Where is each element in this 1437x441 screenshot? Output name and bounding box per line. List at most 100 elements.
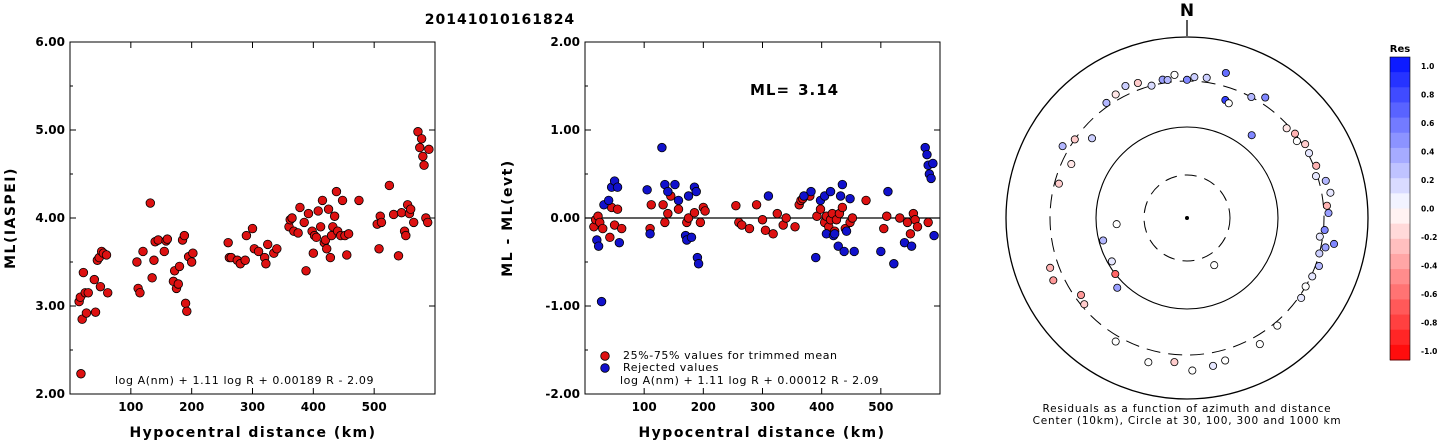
polar-caption-1: Residuals as a function of azimuth and d…: [1043, 403, 1332, 415]
data-point-b: [691, 186, 701, 197]
panel-1-xlabel: Hypocentral distance (km): [129, 425, 376, 441]
polar-point: [1315, 262, 1324, 271]
data-point-b: [811, 252, 821, 263]
polar-point: [1297, 293, 1306, 302]
colorbar-swatch: [1390, 284, 1410, 300]
colorbar-swatch: [1390, 193, 1410, 209]
data-point-b: [829, 229, 840, 239]
data-point-b: [645, 229, 655, 239]
polar-point: [1170, 358, 1179, 367]
data-point-a: [376, 217, 387, 228]
panel-2-ticks: 100 200 300 400 500 -2.00 -1.00 0.00 1.00 2.00: [545, 35, 940, 414]
data-point-a: [757, 215, 768, 225]
data-point-b: [683, 191, 694, 201]
data-point-a: [415, 142, 425, 153]
y-tick-label: -2.00: [545, 387, 580, 401]
data-point-a: [147, 273, 157, 283]
data-point-a: [308, 248, 319, 258]
data-point-a: [295, 202, 305, 213]
data-point-a: [223, 237, 233, 248]
data-point-a: [337, 195, 348, 206]
data-point-a: [76, 369, 86, 379]
data-point-a: [78, 267, 89, 278]
y-tick-label: 1.00: [550, 123, 580, 137]
polar-point: [1088, 134, 1097, 143]
polar-point: [1247, 131, 1256, 140]
data-point-a: [323, 204, 334, 214]
polar-point: [1308, 272, 1317, 281]
panel-1-ticks: 100 200 300 400 500 2.00 3.00 4.00 5.00 6.00: [35, 35, 435, 414]
data-point-a: [135, 288, 145, 298]
data-point-a: [905, 229, 916, 239]
data-point-a: [343, 229, 354, 239]
data-point-a: [751, 200, 762, 210]
polar-point: [1112, 220, 1121, 229]
data-point-a: [882, 211, 892, 221]
data-point-a: [261, 259, 271, 269]
data-point-a: [393, 251, 404, 261]
data-point-a: [700, 206, 710, 216]
data-point-b: [670, 179, 680, 190]
data-point-a: [790, 222, 800, 232]
polar-point: [1147, 81, 1156, 90]
data-point-a: [287, 213, 297, 223]
data-point-b: [657, 142, 667, 153]
data-point-a: [847, 213, 858, 223]
colorbar-swatches: [1389, 56, 1411, 361]
x-tick-label: 500: [868, 400, 893, 414]
data-point-a: [186, 257, 197, 267]
data-point-a: [598, 223, 608, 234]
colorbar-swatch: [1390, 269, 1410, 285]
y-tick-label: 2.00: [35, 387, 65, 401]
polar-point: [1170, 70, 1179, 79]
data-point-a: [89, 274, 100, 285]
colorbar-tick-label: 1.0: [1421, 62, 1434, 71]
data-point-a: [173, 279, 183, 289]
data-point-a: [418, 151, 428, 162]
y-tick-label: 2.00: [550, 35, 580, 49]
x-tick-label: 300: [240, 400, 265, 414]
data-point-a: [612, 204, 623, 214]
data-point-a: [605, 232, 615, 243]
x-tick-label: 400: [301, 400, 326, 414]
polar-point: [1247, 93, 1256, 102]
x-tick-label: 100: [632, 400, 657, 414]
data-point-b: [825, 186, 836, 197]
data-point-a: [419, 160, 429, 170]
legend-marker-trimmed: [600, 351, 610, 361]
data-point-a: [837, 202, 848, 213]
ring-30km: [1143, 174, 1231, 262]
data-point-a: [303, 208, 314, 219]
data-point-b: [763, 191, 774, 201]
polar-point: [1121, 82, 1130, 91]
colorbar-tick-label: 0.0: [1421, 205, 1434, 214]
colorbar-swatch: [1390, 178, 1410, 194]
data-point-a: [322, 244, 332, 254]
colorbar-tick-label: -0.4: [1421, 262, 1437, 271]
colorbar-frame: [1389, 56, 1411, 361]
polar-point: [1330, 239, 1339, 248]
polar-point: [1312, 161, 1321, 170]
data-point-a: [188, 248, 198, 258]
data-point-a: [416, 134, 427, 144]
polar-point: [1099, 236, 1108, 245]
polar-points: [1046, 68, 1339, 375]
polar-point: [1102, 98, 1111, 107]
data-point-a: [132, 257, 142, 267]
y-tick-label: 3.00: [35, 299, 65, 313]
center-point: [1185, 216, 1189, 220]
data-point-a: [663, 208, 673, 219]
polar-point: [1221, 356, 1230, 365]
data-point-a: [240, 255, 250, 265]
data-point-a: [815, 204, 826, 214]
data-point-b: [929, 230, 939, 241]
data-point-b: [849, 246, 859, 257]
y-tick-label: 4.00: [35, 211, 65, 225]
polar-caption-2: Center (10km), Circle at 30, 100, 300 an…: [1033, 415, 1342, 427]
data-point-a: [683, 213, 694, 223]
data-point-a: [83, 288, 93, 298]
magnitude-vs-distance-panel: 100 200 300 400 500 2.00 3.00 4.00 5.00 6.00 log …: [3, 35, 436, 441]
polar-point: [1255, 340, 1264, 349]
residual-vs-distance-panel: 100 200 300 400 500 -2.00 -1.00 0.00 1.00 2.00 ML…: [500, 35, 941, 441]
